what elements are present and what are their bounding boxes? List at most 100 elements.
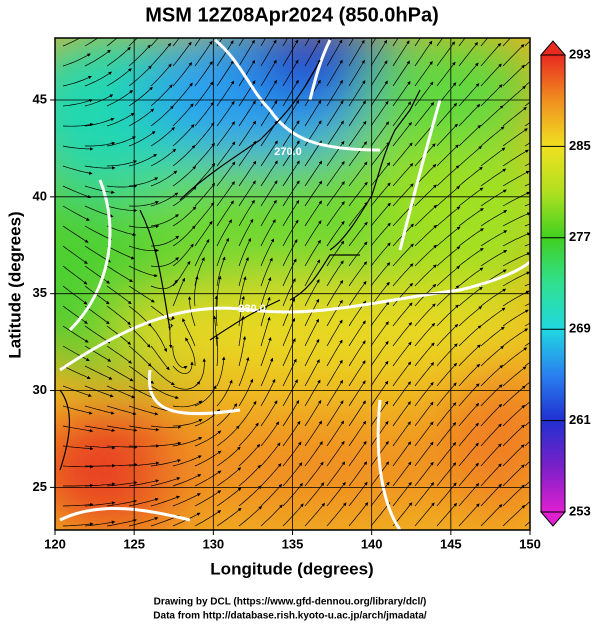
streamline — [260, 238, 275, 267]
streamline — [62, 365, 91, 380]
streamline — [480, 463, 502, 487]
streamline — [282, 379, 298, 407]
streamline — [194, 238, 210, 267]
streamline — [392, 322, 412, 347]
streamline — [282, 180, 300, 207]
streamline — [348, 261, 367, 287]
streamline — [128, 44, 151, 67]
streamline — [414, 303, 436, 327]
streamline — [62, 285, 88, 305]
streamline — [150, 38, 159, 47]
streamline — [238, 180, 256, 207]
streamline — [238, 160, 257, 187]
streamline — [62, 465, 94, 469]
x-tick-label: 120 — [44, 536, 66, 551]
streamline — [84, 38, 99, 47]
streamline — [84, 345, 112, 362]
streamline — [502, 212, 530, 227]
streamline — [106, 112, 135, 127]
streamline — [172, 38, 180, 47]
streamline — [326, 220, 345, 247]
streamline — [370, 242, 391, 267]
streamline — [436, 422, 457, 447]
streamline — [282, 239, 298, 267]
y-tick-label: 30 — [33, 382, 47, 397]
streamline — [480, 126, 505, 147]
streamline — [392, 401, 411, 427]
streamline — [84, 225, 113, 241]
streamline — [216, 275, 222, 307]
streamline — [84, 94, 114, 107]
streamline — [62, 53, 91, 67]
streamline — [150, 105, 174, 127]
streamline — [392, 40, 410, 67]
streamline — [106, 225, 137, 237]
streamline — [282, 160, 300, 187]
streamline — [106, 345, 132, 364]
streamline — [128, 405, 159, 416]
streamline — [150, 214, 179, 227]
streamline — [502, 504, 526, 527]
streamline — [480, 403, 503, 427]
streamline — [458, 383, 480, 407]
streamline — [84, 501, 116, 507]
streamline — [150, 279, 178, 290]
colorbar-tick-label: 253 — [569, 503, 591, 518]
streamline — [392, 38, 399, 47]
streamline — [326, 201, 345, 227]
streamline — [304, 38, 310, 47]
footer-text: Data from http://database.rish.kyoto-u.a… — [153, 611, 427, 622]
streamline — [392, 263, 414, 287]
streamline — [370, 301, 390, 327]
streamline — [414, 421, 434, 447]
streamline — [304, 279, 320, 307]
streamline — [348, 340, 366, 367]
streamline — [260, 337, 272, 367]
streamline — [524, 500, 530, 507]
streamline — [282, 99, 300, 127]
streamline — [194, 142, 215, 167]
streamline — [150, 42, 172, 67]
streamline — [106, 445, 138, 449]
streamline — [194, 182, 216, 207]
streamline — [238, 378, 254, 407]
streamline — [524, 101, 530, 107]
streamline — [348, 241, 368, 267]
streamline — [414, 184, 437, 207]
streamline — [282, 140, 300, 167]
streamline — [168, 323, 174, 349]
colorbar-extension — [539, 511, 567, 527]
streamline — [260, 421, 280, 447]
streamline — [348, 100, 366, 127]
streamline — [480, 210, 508, 227]
streamline — [304, 180, 323, 207]
streamline — [480, 250, 508, 267]
streamline — [150, 170, 178, 187]
streamline — [172, 206, 197, 227]
streamline — [84, 482, 116, 487]
x-tick-label: 125 — [123, 536, 145, 551]
streamline — [216, 256, 226, 287]
streamline — [172, 62, 193, 87]
streamline — [480, 105, 504, 127]
streamline — [106, 481, 138, 487]
streamline — [128, 38, 138, 47]
streamline — [480, 326, 505, 347]
streamline — [216, 446, 241, 467]
streamline — [238, 140, 257, 167]
streamline — [458, 103, 481, 127]
streamline — [480, 168, 507, 187]
streamline — [436, 226, 461, 247]
streamline — [414, 224, 438, 247]
streamline — [326, 359, 343, 387]
streamline — [150, 148, 177, 167]
colorbar-tick-label: 261 — [569, 412, 591, 427]
streamline — [414, 342, 435, 367]
streamline — [502, 424, 525, 447]
y-tick-label: 35 — [33, 285, 47, 300]
streamline — [370, 141, 390, 167]
streamline — [436, 185, 461, 207]
streamline — [304, 461, 324, 487]
streamline — [326, 181, 345, 207]
streamline — [480, 443, 502, 467]
